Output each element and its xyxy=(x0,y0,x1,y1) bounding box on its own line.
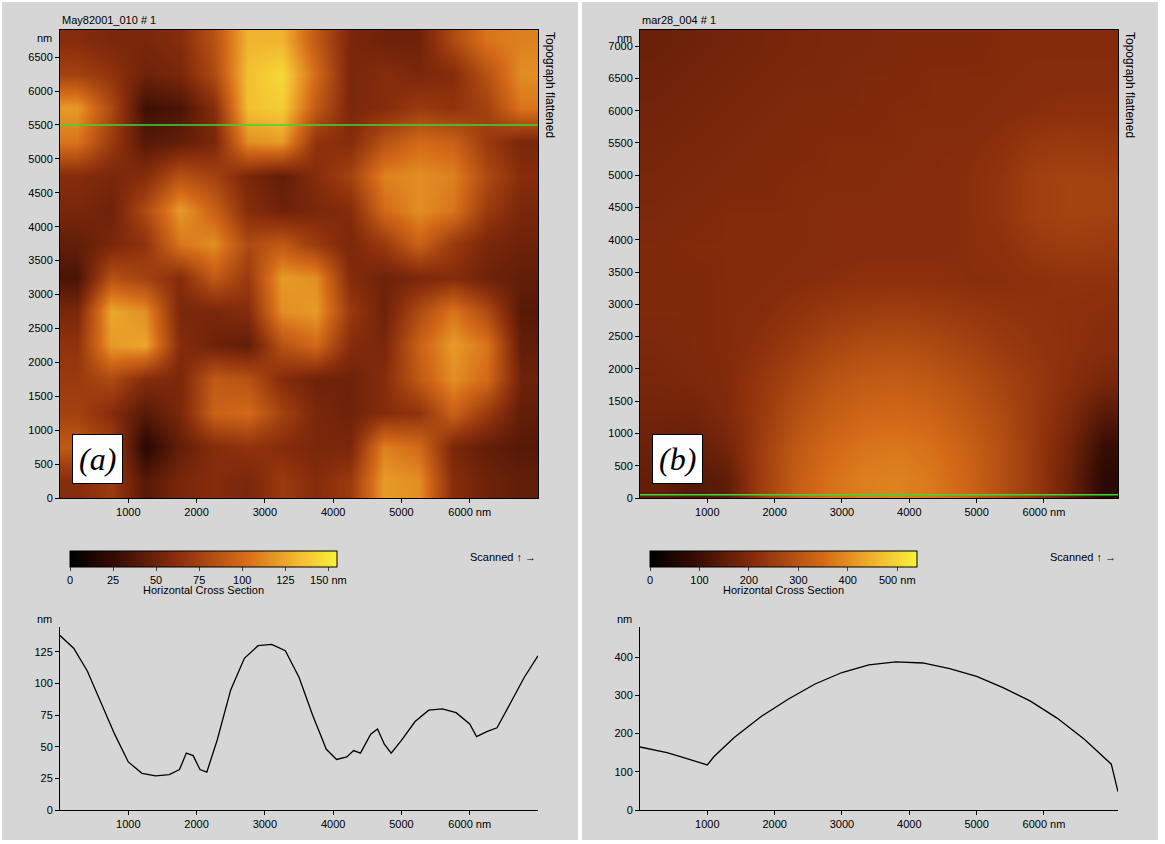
svg-text:mar28_004 # 1: mar28_004 # 1 xyxy=(642,14,716,26)
svg-text:5000: 5000 xyxy=(389,506,413,518)
svg-text:3000: 3000 xyxy=(608,298,632,310)
svg-text:3000: 3000 xyxy=(830,818,854,830)
svg-text:5000: 5000 xyxy=(964,506,988,518)
svg-text:200: 200 xyxy=(740,574,758,586)
svg-text:2000: 2000 xyxy=(184,818,208,830)
svg-text:100: 100 xyxy=(233,574,251,586)
svg-text:125: 125 xyxy=(34,646,52,658)
svg-text:1000: 1000 xyxy=(116,506,140,518)
svg-text:4500: 4500 xyxy=(608,201,632,213)
svg-text:150 nm: 150 nm xyxy=(310,574,347,586)
svg-text:3500: 3500 xyxy=(28,254,52,266)
svg-text:6500: 6500 xyxy=(28,51,52,63)
svg-text:nm: nm xyxy=(37,32,52,44)
svg-text:100: 100 xyxy=(614,766,632,778)
svg-text:1000: 1000 xyxy=(695,818,719,830)
svg-text:7000: 7000 xyxy=(608,40,632,52)
svg-text:0: 0 xyxy=(47,492,53,504)
svg-text:Topograph flattened: Topograph flattened xyxy=(543,32,557,138)
svg-text:125: 125 xyxy=(276,574,294,586)
svg-text:100: 100 xyxy=(34,677,52,689)
svg-text:5000: 5000 xyxy=(964,818,988,830)
svg-text:3000: 3000 xyxy=(28,288,52,300)
svg-text:6000: 6000 xyxy=(28,85,52,97)
svg-text:0: 0 xyxy=(627,492,633,504)
svg-text:4000: 4000 xyxy=(321,818,345,830)
svg-text:Horizontal Cross Section: Horizontal Cross Section xyxy=(723,584,844,596)
svg-text:5000: 5000 xyxy=(608,169,632,181)
svg-text:500: 500 xyxy=(614,460,632,472)
svg-text:50: 50 xyxy=(41,741,53,753)
svg-text:4500: 4500 xyxy=(28,187,52,199)
svg-text:6000: 6000 xyxy=(608,105,632,117)
svg-text:500: 500 xyxy=(34,458,52,470)
svg-text:3000: 3000 xyxy=(253,506,277,518)
svg-text:Topograph flattened: Topograph flattened xyxy=(1123,32,1137,138)
svg-text:5000: 5000 xyxy=(28,153,52,165)
svg-text:nm: nm xyxy=(617,613,632,625)
svg-text:Scanned ↑ →: Scanned ↑ → xyxy=(470,551,536,563)
svg-text:Horizontal Cross Section: Horizontal Cross Section xyxy=(143,584,264,596)
svg-text:25: 25 xyxy=(41,772,53,784)
svg-text:4000: 4000 xyxy=(28,221,52,233)
svg-text:4000: 4000 xyxy=(897,818,921,830)
svg-text:6000 nm: 6000 nm xyxy=(1023,506,1066,518)
svg-text:1000: 1000 xyxy=(28,424,52,436)
svg-text:2000: 2000 xyxy=(608,363,632,375)
svg-text:1500: 1500 xyxy=(28,390,52,402)
svg-text:1000: 1000 xyxy=(608,427,632,439)
svg-text:2000: 2000 xyxy=(28,356,52,368)
svg-text:3000: 3000 xyxy=(253,818,277,830)
svg-text:0: 0 xyxy=(47,804,53,816)
svg-text:0: 0 xyxy=(67,574,73,586)
svg-text:400: 400 xyxy=(839,574,857,586)
svg-text:4000: 4000 xyxy=(321,506,345,518)
svg-text:nm: nm xyxy=(617,32,632,44)
svg-text:1500: 1500 xyxy=(608,395,632,407)
svg-text:6000 nm: 6000 nm xyxy=(448,818,491,830)
svg-text:2500: 2500 xyxy=(608,330,632,342)
svg-text:May82001_010 # 1: May82001_010 # 1 xyxy=(62,14,156,26)
svg-text:6000 nm: 6000 nm xyxy=(1023,818,1066,830)
svg-text:4000: 4000 xyxy=(897,506,921,518)
svg-text:1000: 1000 xyxy=(116,818,140,830)
svg-text:Scanned ↑ →: Scanned ↑ → xyxy=(1050,551,1116,563)
svg-text:300: 300 xyxy=(789,574,807,586)
svg-text:6500: 6500 xyxy=(608,72,632,84)
svg-text:300: 300 xyxy=(614,689,632,701)
svg-text:75: 75 xyxy=(41,709,53,721)
svg-text:200: 200 xyxy=(614,727,632,739)
svg-text:6000 nm: 6000 nm xyxy=(448,506,491,518)
svg-text:0: 0 xyxy=(647,574,653,586)
svg-text:500 nm: 500 nm xyxy=(879,574,916,586)
svg-text:400: 400 xyxy=(614,651,632,663)
svg-text:(a): (a) xyxy=(79,441,116,477)
svg-text:5000: 5000 xyxy=(389,818,413,830)
svg-text:50: 50 xyxy=(150,574,162,586)
svg-text:nm: nm xyxy=(37,613,52,625)
svg-text:3500: 3500 xyxy=(608,266,632,278)
svg-text:(b): (b) xyxy=(659,441,696,477)
svg-text:5500: 5500 xyxy=(28,119,52,131)
svg-text:4000: 4000 xyxy=(608,234,632,246)
svg-text:2000: 2000 xyxy=(762,818,786,830)
svg-text:25: 25 xyxy=(107,574,119,586)
svg-text:2000: 2000 xyxy=(762,506,786,518)
svg-text:3000: 3000 xyxy=(830,506,854,518)
svg-text:5500: 5500 xyxy=(608,137,632,149)
svg-text:100: 100 xyxy=(690,574,708,586)
svg-text:2000: 2000 xyxy=(184,506,208,518)
svg-text:1000: 1000 xyxy=(695,506,719,518)
svg-text:2500: 2500 xyxy=(28,322,52,334)
svg-text:75: 75 xyxy=(193,574,205,586)
svg-text:0: 0 xyxy=(627,804,633,816)
